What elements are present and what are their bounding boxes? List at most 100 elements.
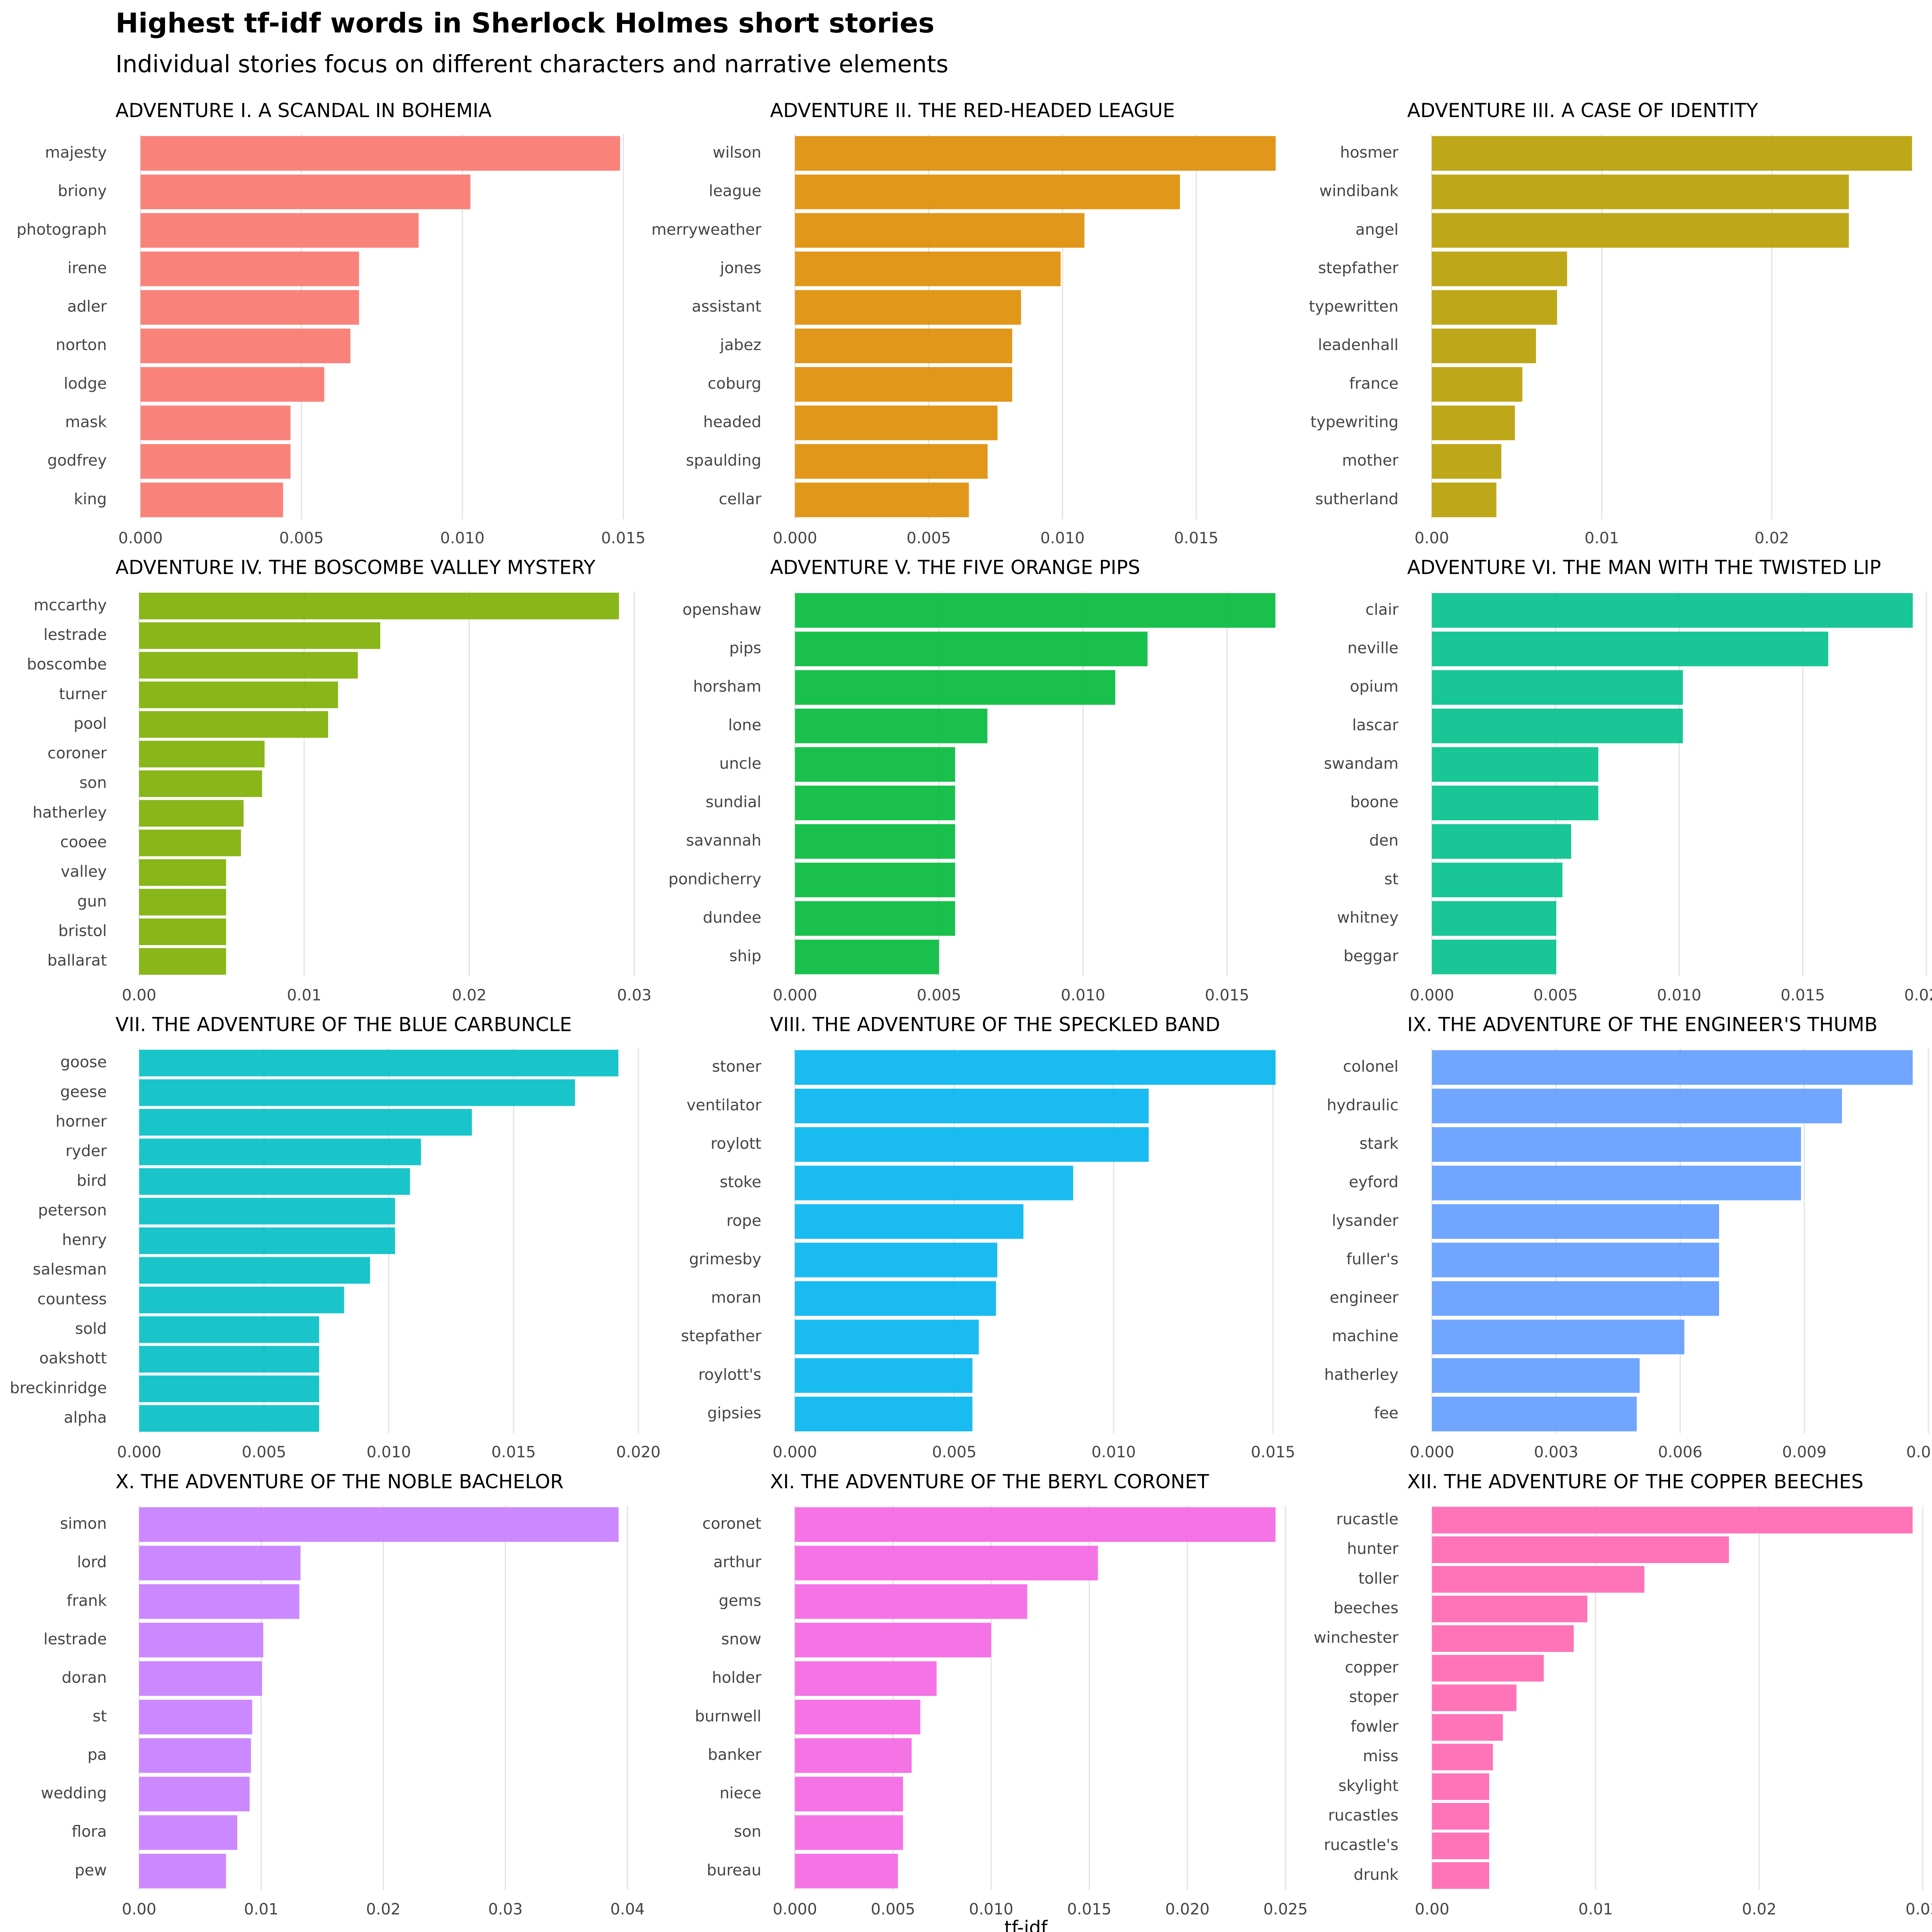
x-tick-label: 0.02 xyxy=(1755,529,1789,547)
y-tick-label: spaulding xyxy=(686,452,761,469)
y-tick-label: rope xyxy=(726,1212,761,1230)
bar xyxy=(795,252,1061,286)
y-tick-label: doran xyxy=(62,1669,107,1687)
x-tick-label: 0.005 xyxy=(1533,986,1578,1004)
x-tick-label: 0.000 xyxy=(117,1444,162,1461)
bar xyxy=(1432,482,1497,517)
bar xyxy=(795,213,1085,248)
bar xyxy=(1432,1566,1645,1593)
bar xyxy=(1432,444,1502,479)
y-tick-label: wilson xyxy=(713,144,761,162)
bar xyxy=(795,1507,1276,1542)
y-tick-label: clair xyxy=(1366,601,1399,619)
y-tick-label: engineer xyxy=(1330,1289,1399,1307)
y-tick-label: den xyxy=(1369,832,1399,850)
y-tick-label: bristol xyxy=(58,922,107,940)
bar xyxy=(140,252,359,286)
bar xyxy=(795,367,1012,402)
bar xyxy=(139,1777,250,1811)
y-tick-label: simon xyxy=(60,1515,107,1533)
panel: 0.000 0.005 0.010 0.015 openshaw pips horsham l… xyxy=(668,591,1276,1004)
y-tick-label: horsham xyxy=(693,678,762,696)
bar xyxy=(795,1738,912,1773)
bar xyxy=(139,1286,344,1313)
bar xyxy=(139,681,338,708)
y-tick-label: rucastle's xyxy=(1324,1836,1398,1854)
x-tick-label: 0.005 xyxy=(279,529,324,547)
x-tick-label: 0.010 xyxy=(1092,1444,1136,1461)
y-tick-label: pa xyxy=(87,1746,107,1764)
y-tick-label: coronet xyxy=(702,1515,762,1533)
bar xyxy=(140,136,620,171)
x-tick-label: 0.000 xyxy=(773,986,817,1004)
x-tick-label: 0.015 xyxy=(601,529,646,547)
bar xyxy=(795,1320,979,1355)
y-tick-label: neville xyxy=(1347,639,1398,657)
y-tick-label: gems xyxy=(719,1592,761,1610)
bar xyxy=(795,747,955,782)
y-tick-label: ship xyxy=(729,947,761,965)
bar xyxy=(795,1088,1149,1124)
y-tick-label: lestrade xyxy=(44,1630,107,1648)
bar xyxy=(1432,670,1683,705)
x-tick-label: 0.012 xyxy=(1906,1444,1932,1461)
bar xyxy=(139,1815,238,1850)
bar xyxy=(1432,1127,1801,1162)
x-tick-label: 0.03 xyxy=(617,986,651,1004)
y-tick-label: mother xyxy=(1342,452,1399,469)
facet-title: ADVENTURE I. A SCANDAL IN BOHEMIA xyxy=(116,99,492,122)
y-tick-label: winchester xyxy=(1314,1629,1399,1647)
facet-title: VIII. THE ADVENTURE OF THE SPECKLED BAND xyxy=(770,1014,1220,1036)
y-tick-label: openshaw xyxy=(682,601,761,619)
y-tick-label: mask xyxy=(65,413,107,431)
x-axis-label: tf-idf xyxy=(1004,1917,1048,1932)
facet-title: ADVENTURE V. THE FIVE ORANGE PIPS xyxy=(770,556,1140,579)
bar xyxy=(795,1243,997,1277)
panel: 0.000 0.005 0.010 0.015 0.020 goose geese horne… xyxy=(10,1048,661,1461)
y-tick-label: salesman xyxy=(33,1261,107,1279)
y-tick-label: coburg xyxy=(707,375,761,393)
x-tick-label: 0.000 xyxy=(773,529,817,547)
bar xyxy=(140,328,350,364)
panel: 0.000 0.005 0.010 0.015 stoner ventilator royl… xyxy=(681,1048,1295,1461)
bar xyxy=(795,670,1116,705)
bar xyxy=(795,708,988,743)
y-tick-label: holder xyxy=(712,1669,761,1687)
x-tick-label: 0.000 xyxy=(1410,1444,1454,1461)
y-tick-label: turner xyxy=(59,685,107,703)
x-tick-label: 0.005 xyxy=(242,1444,286,1461)
bar xyxy=(1432,1050,1913,1085)
y-tick-label: hunter xyxy=(1347,1540,1399,1558)
y-tick-label: sold xyxy=(75,1320,107,1338)
bar xyxy=(795,1358,973,1393)
x-tick-label: 0.020 xyxy=(616,1444,661,1461)
bar xyxy=(1432,1536,1729,1563)
y-tick-label: copper xyxy=(1345,1658,1398,1676)
bar xyxy=(795,786,955,820)
y-tick-label: son xyxy=(734,1823,761,1841)
y-tick-label: france xyxy=(1349,375,1398,393)
panel: 0.00 0.01 0.02 0.03 mccarthy lestrade boscombe… xyxy=(27,591,651,1004)
x-tick-label: 0.00 xyxy=(1415,529,1449,547)
y-tick-label: lascar xyxy=(1352,716,1398,734)
bar xyxy=(1432,862,1563,898)
y-tick-label: stepfather xyxy=(1318,259,1399,277)
bar xyxy=(139,948,226,975)
y-tick-label: stepfather xyxy=(681,1327,762,1345)
y-tick-label: dundee xyxy=(703,909,761,927)
bar xyxy=(140,213,419,248)
bar xyxy=(139,770,262,797)
y-tick-label: uncle xyxy=(719,755,762,772)
y-tick-label: norton xyxy=(56,336,107,354)
x-tick-label: 0.01 xyxy=(287,986,321,1004)
y-tick-label: pondicherry xyxy=(668,870,761,888)
y-tick-label: colonel xyxy=(1343,1058,1399,1076)
y-tick-label: lone xyxy=(728,716,761,734)
y-tick-label: ballarat xyxy=(48,952,107,969)
bar xyxy=(139,1197,395,1225)
bar xyxy=(1432,1832,1489,1859)
y-tick-label: ventilator xyxy=(687,1096,762,1114)
y-tick-label: lodge xyxy=(64,375,107,393)
bar xyxy=(795,1699,920,1735)
